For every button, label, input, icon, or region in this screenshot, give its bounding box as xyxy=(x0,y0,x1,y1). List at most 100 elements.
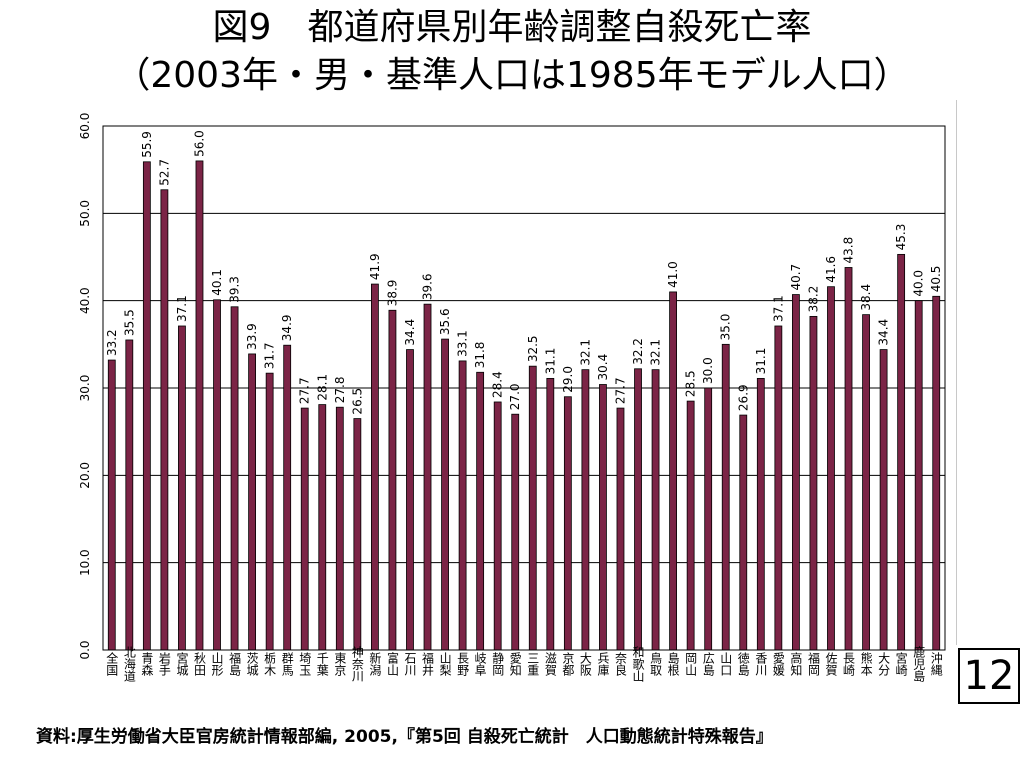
bar xyxy=(897,253,906,651)
x-tick-labels: 全国 北海道 青森 岩手 宮城 秋田 山形 福島 茨城 栃木 群馬 埼玉 千葉 東京 神奈川 新潟 富山 石川 福井… xyxy=(105,645,943,683)
data-label: 32.1 xyxy=(578,339,592,366)
bar xyxy=(686,400,695,651)
data-label: 31.1 xyxy=(754,348,768,375)
bar xyxy=(423,303,432,651)
x-tick-label: 和歌山 xyxy=(631,646,645,682)
data-label: 40.0 xyxy=(912,270,926,297)
data-label: 27.8 xyxy=(333,376,347,403)
x-tick-label: 福岡 xyxy=(806,651,820,676)
bar xyxy=(406,349,414,651)
x-tick-label: 熊本 xyxy=(859,651,873,677)
data-label: 31.7 xyxy=(263,342,277,369)
x-tick-label: 富山 xyxy=(385,651,399,676)
data-label: 26.5 xyxy=(350,388,364,415)
bar xyxy=(353,418,362,651)
data-label: 56.0 xyxy=(192,130,206,157)
bar xyxy=(546,377,555,651)
bar xyxy=(599,384,607,651)
x-tick-label: 奈良 xyxy=(613,652,627,677)
x-tick-label: 埼玉 xyxy=(298,652,312,676)
x-tick-label: 愛知 xyxy=(508,652,522,677)
x-tick-label: 広島 xyxy=(701,652,715,677)
data-label: 35.6 xyxy=(438,308,452,335)
x-tick-label: 山梨 xyxy=(438,652,452,676)
x-tick-label: 岡山 xyxy=(684,652,698,676)
x-tick-label: 鹿児島 xyxy=(912,645,926,683)
x-tick-label: 新潟 xyxy=(368,651,382,676)
bar xyxy=(756,377,765,651)
bar xyxy=(932,295,941,651)
data-label: 32.1 xyxy=(649,339,663,366)
x-tick-label: 宮城 xyxy=(175,651,189,677)
data-label: 29.0 xyxy=(561,366,575,393)
x-tick-label: 北海道 xyxy=(122,646,136,682)
x-tick-label: 山口 xyxy=(719,652,733,676)
data-label: 41.0 xyxy=(666,261,680,288)
bar xyxy=(476,371,485,651)
bar xyxy=(335,406,344,651)
x-tick-label: 高知 xyxy=(789,651,803,677)
data-label: 52.7 xyxy=(157,159,171,186)
bar xyxy=(458,360,467,651)
x-tick-label: 神奈川 xyxy=(350,646,364,682)
bar xyxy=(791,294,800,651)
data-label: 27.7 xyxy=(298,377,312,404)
data-label: 37.1 xyxy=(175,295,189,322)
bar xyxy=(441,338,449,651)
chart-subtitle: （2003年・男・基準人口は1985年モデル人口） xyxy=(114,55,910,96)
x-tick-label: 滋賀 xyxy=(543,652,557,677)
bar xyxy=(616,407,625,651)
x-tick-label: 千葉 xyxy=(315,652,329,676)
data-label: 39.3 xyxy=(228,276,242,303)
plot-frame xyxy=(102,125,946,651)
x-tick-label: 長崎 xyxy=(842,652,856,676)
bar xyxy=(318,404,327,651)
data-label: 55.9 xyxy=(140,131,154,158)
y-tick-label: 60.0 xyxy=(78,113,92,140)
slide-number: 12 xyxy=(958,648,1020,704)
data-label: 34.4 xyxy=(403,319,417,346)
x-tick-label: 徳島 xyxy=(736,651,750,677)
data-label: 33.1 xyxy=(456,330,470,357)
x-tick-label: 香川 xyxy=(754,652,768,676)
bar xyxy=(213,299,221,651)
data-label: 34.9 xyxy=(280,314,294,341)
data-label: 38.2 xyxy=(806,286,820,313)
x-tick-label: 全国 xyxy=(105,651,119,676)
x-tick-label: 岐阜 xyxy=(473,652,487,676)
bar xyxy=(283,344,292,651)
x-tick-label: 大分 xyxy=(877,652,891,677)
data-label: 31.1 xyxy=(543,348,557,375)
x-tick-label: 京都 xyxy=(561,652,575,676)
data-label: 40.5 xyxy=(929,266,943,293)
data-label: 26.9 xyxy=(736,384,750,411)
bar xyxy=(581,369,590,651)
bar xyxy=(862,314,870,651)
bar xyxy=(634,368,642,651)
data-label: 28.5 xyxy=(684,370,698,397)
bar xyxy=(265,372,274,651)
y-tick-label: 0.0 xyxy=(78,640,92,659)
x-tick-label: 東京 xyxy=(333,652,347,677)
x-tick-label: 長野 xyxy=(456,652,470,676)
x-tick-label: 福井 xyxy=(421,651,435,677)
value-labels: 33.235.5 55.952.7 37.1 56.0 40.1 39.3 33.9 31.7… xyxy=(105,130,943,414)
bar xyxy=(195,160,204,651)
x-tick-label: 鳥取 xyxy=(649,651,663,676)
data-label: 41.9 xyxy=(368,253,382,280)
y-tick-labels: 0.0 10.0 20.0 30.0 40.0 50.0 60.0 xyxy=(78,113,92,660)
x-tick-label: 沖縄 xyxy=(929,652,943,676)
bar xyxy=(844,267,853,651)
bar xyxy=(721,343,730,651)
x-tick-label: 栃木 xyxy=(263,652,277,676)
slide-divider-line xyxy=(956,100,957,645)
data-label: 27.0 xyxy=(508,383,522,410)
bar xyxy=(879,349,888,651)
bar xyxy=(651,369,660,651)
bar xyxy=(827,286,835,651)
data-label: 43.8 xyxy=(842,237,856,264)
bar xyxy=(178,325,186,651)
x-tick-label: 愛媛 xyxy=(771,652,785,677)
bar xyxy=(809,315,818,651)
